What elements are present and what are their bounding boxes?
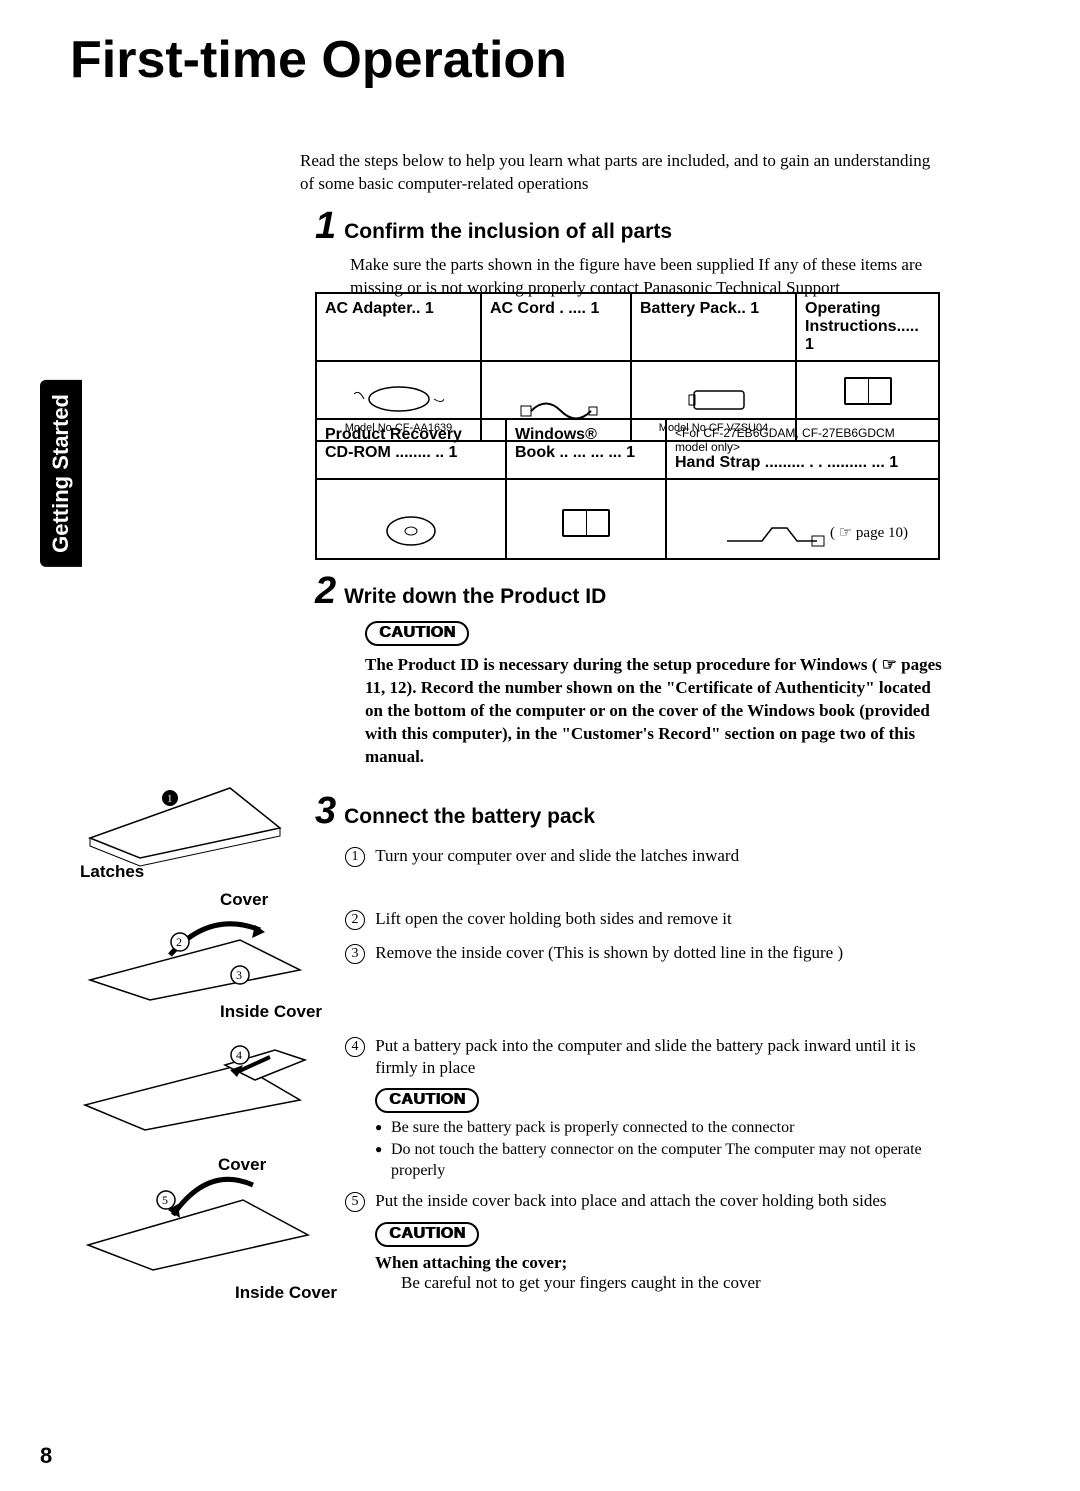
part-header: <For CF-27EB6GDAM, CF-27EB6GDCM model on… [666, 419, 939, 479]
step-3: 3 Connect the battery pack [315, 790, 945, 833]
table-row: AC Adapter.. 1 AC Cord . .... 1 Battery … [316, 293, 939, 361]
step-3-item-3: 3 Remove the inside cover (This is shown… [345, 942, 940, 964]
part-image-cell [506, 479, 666, 559]
label: Windows® [515, 426, 597, 443]
ac-adapter-icon [354, 379, 444, 419]
step-3-title: Connect the battery pack [344, 805, 595, 829]
label: CD-ROM ........ .. 1 [325, 444, 457, 461]
side-tab-getting-started: Getting Started [40, 380, 82, 567]
figure-reattach-cover: 5 [78, 1160, 328, 1290]
caution-badge: CAUTION [375, 1222, 479, 1247]
step-1-number: 1 [315, 205, 336, 248]
svg-text:3: 3 [236, 968, 242, 982]
item-text: Lift open the cover holding both sides a… [375, 908, 930, 930]
item-text: Put a battery pack into the computer and… [375, 1035, 930, 1079]
figure-label-inside-cover-2: Inside Cover [235, 1283, 337, 1303]
label: Product Recovery [325, 426, 462, 443]
item-text: Put the inside cover back into place and… [375, 1190, 930, 1212]
label: Book .. ... ... ... 1 [515, 444, 635, 461]
page-reference: ( ☞ page 10) [830, 525, 908, 541]
bullet-item: Do not touch the battery connector on th… [375, 1139, 930, 1182]
figure-battery-insert: 4 [75, 1035, 315, 1145]
part-header: AC Adapter.. 1 [316, 293, 481, 361]
part-image-cell [316, 479, 506, 559]
svg-text:4: 4 [236, 1048, 242, 1062]
caution-heading: When attaching the cover; [375, 1253, 567, 1272]
battery-pack-icon [669, 379, 759, 419]
step-3-item-5: 5 Put the inside cover back into place a… [345, 1190, 940, 1212]
step-1-title: Confirm the inclusion of all parts [344, 220, 672, 244]
figure-label-inside-cover: Inside Cover [220, 1002, 322, 1022]
item-text: Remove the inside cover (This is shown b… [375, 942, 930, 964]
caution-body: Be careful not to get your fingers caugh… [401, 1273, 761, 1293]
table-row: ( ☞ page 10) [316, 479, 939, 559]
circled-number: 4 [345, 1037, 365, 1057]
svg-text:5: 5 [162, 1193, 168, 1207]
step-1: 1 Confirm the inclusion of all parts Mak… [315, 205, 945, 300]
table-row: Product Recovery CD-ROM ........ .. 1 Wi… [316, 419, 939, 479]
caution-block-4: CAUTION Be sure the battery pack is prop… [375, 1088, 930, 1182]
caution-badge: CAUTION [365, 621, 469, 646]
circled-number: 3 [345, 944, 365, 964]
step-3-item-4: 4 Put a battery pack into the computer a… [345, 1035, 940, 1079]
page-title: First-time Operation [70, 30, 567, 90]
svg-text:2: 2 [176, 935, 182, 949]
part-header: Operating Instructions..... 1 [796, 293, 939, 361]
circled-number: 2 [345, 910, 365, 930]
caution-block-5: CAUTION When attaching the cover; Be car… [375, 1222, 761, 1293]
svg-text:1: 1 [167, 793, 173, 805]
step-2-number: 2 [315, 570, 336, 613]
step-2: 2 Write down the Product ID CAUTION The … [315, 570, 945, 769]
cd-rom-icon [381, 513, 441, 549]
model-restriction: <For CF-27EB6GDAM, CF-27EB6GDCM model on… [675, 426, 930, 454]
step-2-body: The Product ID is necessary during the s… [365, 654, 945, 769]
parts-table-2: Product Recovery CD-ROM ........ .. 1 Wi… [315, 418, 940, 560]
step-3-item-1: 1 Turn your computer over and slide the … [345, 845, 940, 867]
item-text: Turn your computer over and slide the la… [375, 845, 930, 867]
label: Hand Strap ......... . . ......... ... 1 [675, 454, 898, 471]
hand-strap-icon [717, 516, 827, 552]
figure-latches: 1 [80, 768, 300, 868]
part-header: Product Recovery CD-ROM ........ .. 1 [316, 419, 506, 479]
book-icon [562, 509, 610, 537]
step-2-title: Write down the Product ID [344, 585, 606, 609]
page-number: 8 [40, 1443, 52, 1469]
book-icon [844, 377, 892, 405]
part-header: Windows® Book .. ... ... ... 1 [506, 419, 666, 479]
step-3-number: 3 [315, 790, 336, 833]
figure-label-latches: Latches [80, 862, 144, 882]
circled-number: 5 [345, 1192, 365, 1212]
part-header: AC Cord . .... 1 [481, 293, 631, 361]
step-3-item-2: 2 Lift open the cover holding both sides… [345, 908, 940, 930]
part-image-cell: ( ☞ page 10) [666, 479, 939, 559]
caution-badge: CAUTION [375, 1088, 479, 1113]
part-header: Battery Pack.. 1 [631, 293, 796, 361]
intro-text: Read the steps below to help you learn w… [300, 150, 940, 196]
circled-number: 1 [345, 847, 365, 867]
bullet-item: Be sure the battery pack is properly con… [375, 1117, 930, 1139]
